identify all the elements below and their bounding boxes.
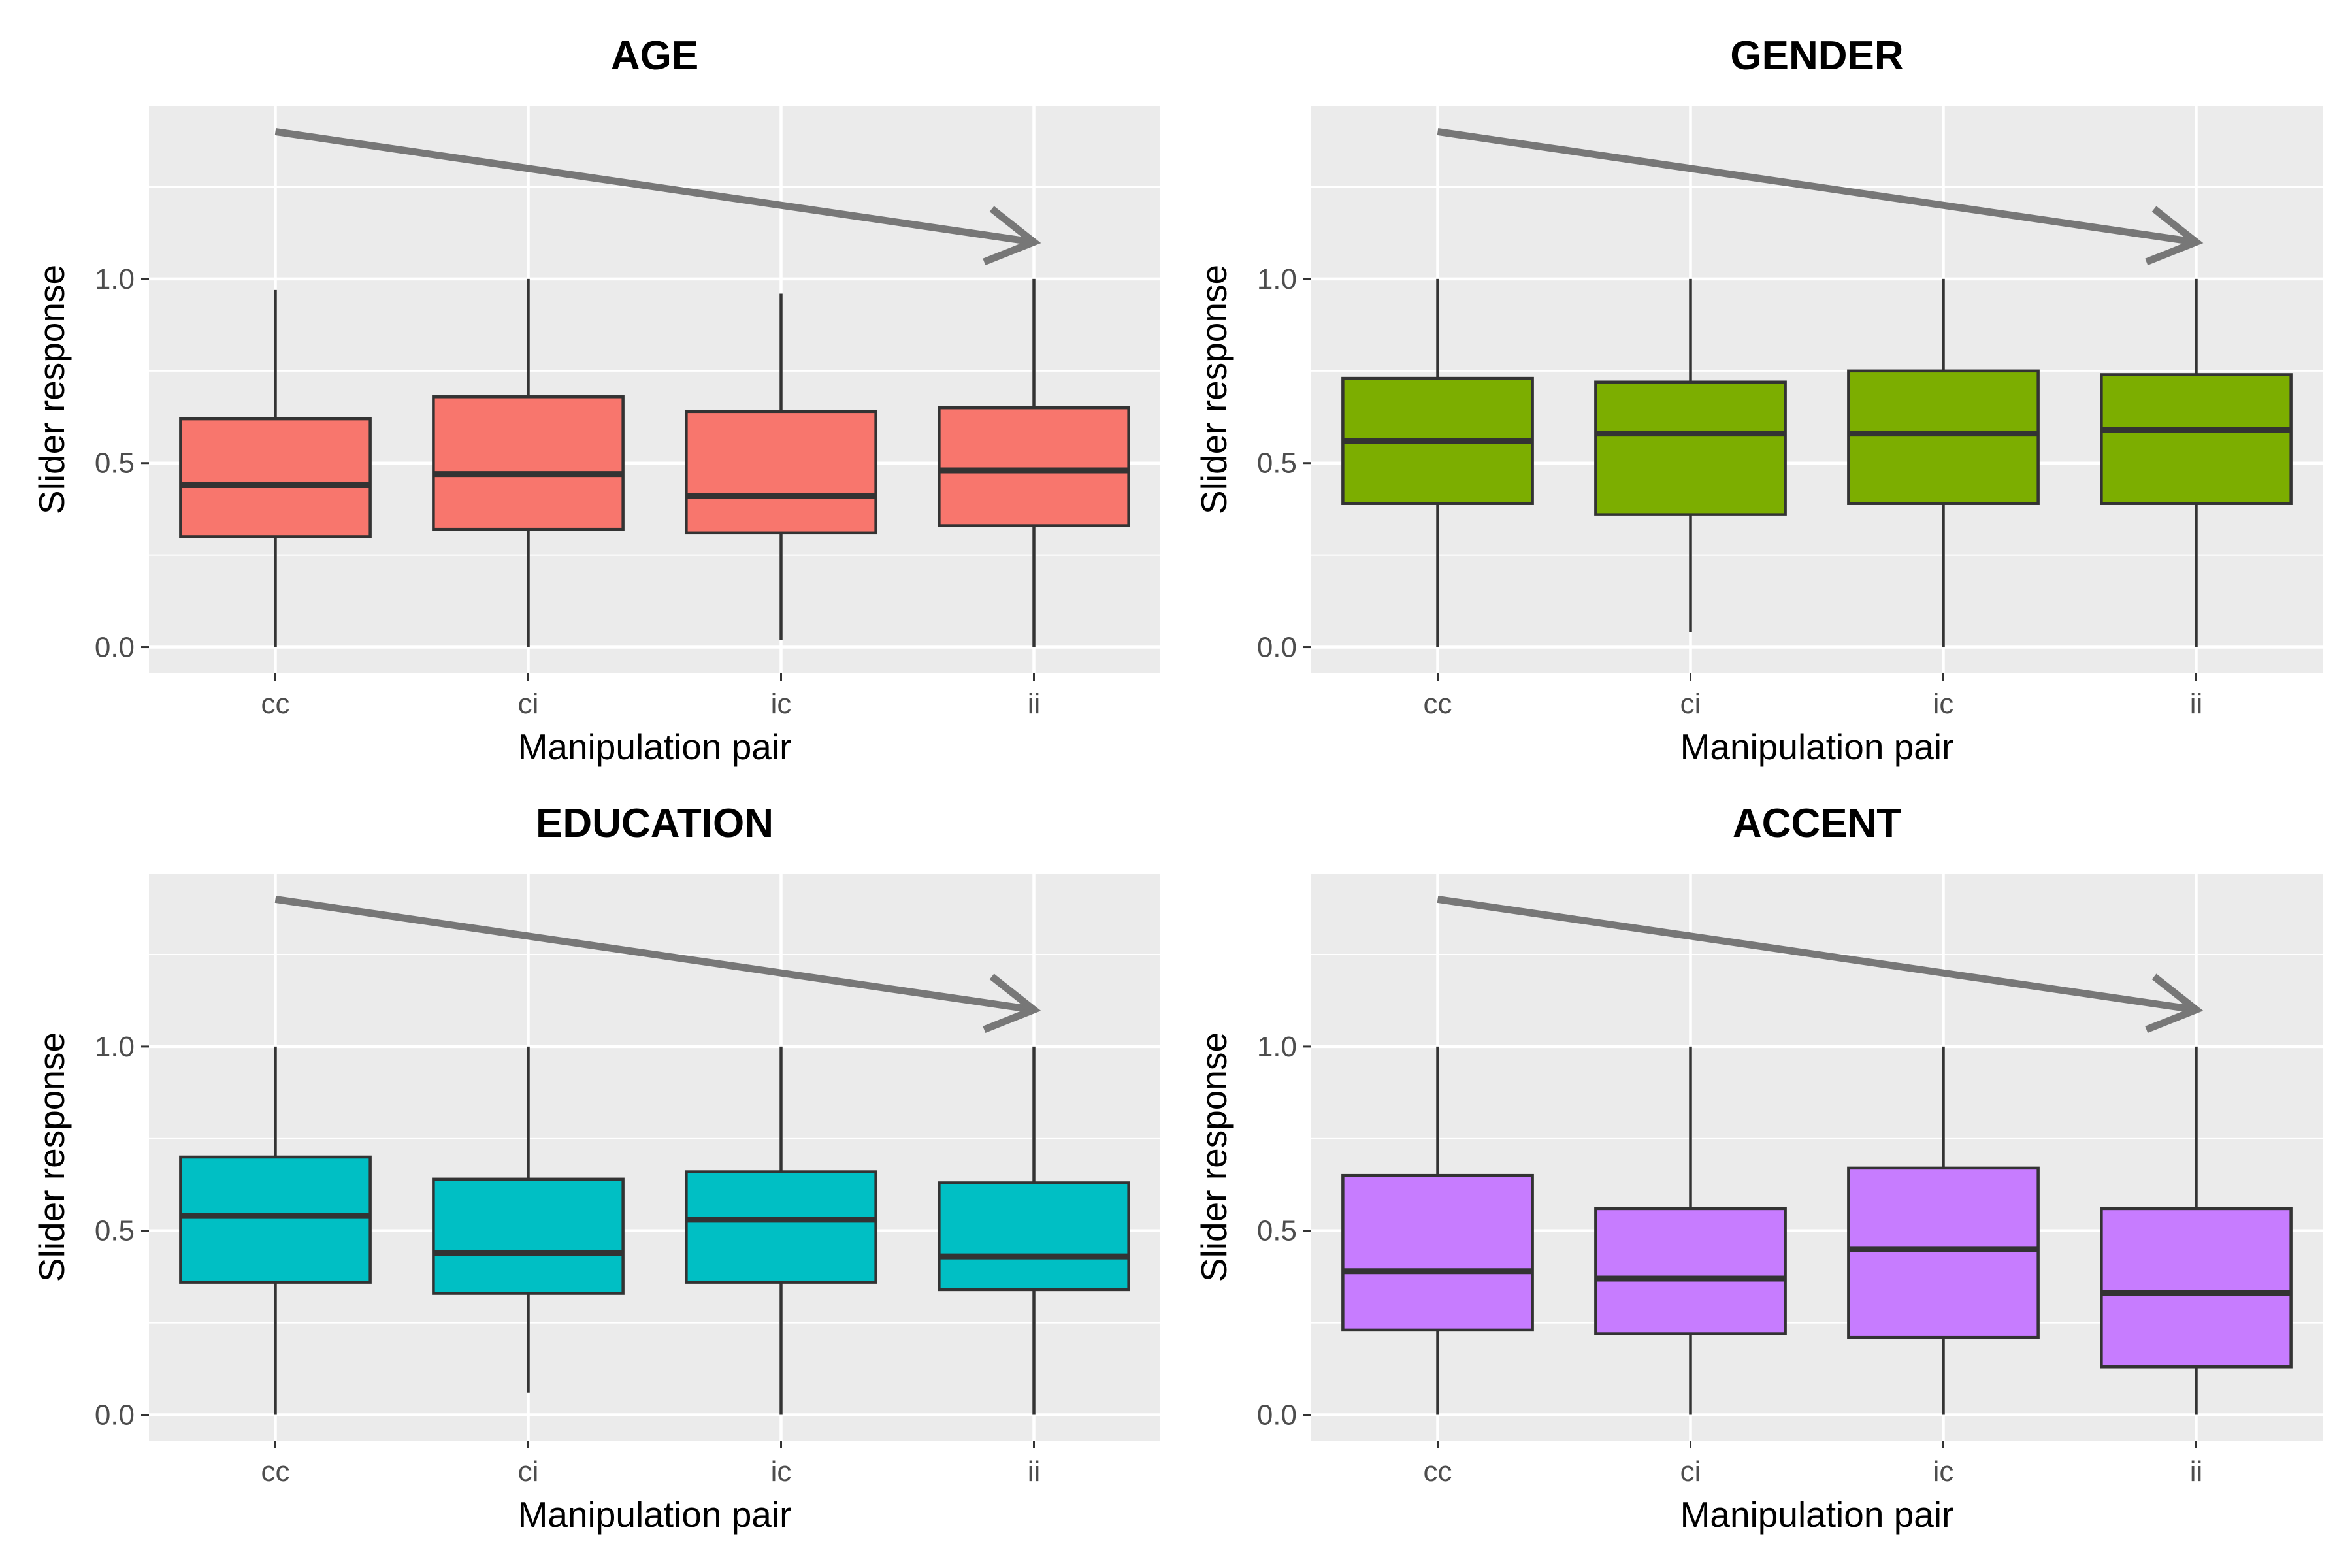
y-tick-label: 0.0 (1257, 632, 1297, 664)
box-ic (685, 1046, 877, 1415)
y-tick-label: 0.5 (95, 448, 135, 480)
box-body (432, 1177, 625, 1295)
y-tick-label: 0.0 (95, 632, 135, 664)
x-tick-label-cc: cc (1424, 1456, 1452, 1488)
box-body (1847, 1166, 2040, 1339)
box-body (1594, 1207, 1787, 1335)
box-cc (179, 1046, 372, 1415)
x-axis-title: Manipulation pair (518, 727, 792, 767)
x-tick-label-ic: ic (771, 688, 792, 720)
box-body (1594, 380, 1787, 516)
trend-arrow (1437, 896, 2204, 1033)
y-tick-label: 0.5 (1257, 1215, 1297, 1247)
x-tick-label-ii: ii (1028, 1456, 1041, 1488)
y-tick-label: 1.0 (95, 1031, 135, 1063)
x-axis-title: Manipulation pair (1680, 727, 1954, 767)
trend-arrow (1437, 128, 2204, 265)
y-axis-title: Slider response (1194, 265, 1234, 514)
box-cc (179, 289, 372, 647)
y-tick-label: 0.5 (1257, 448, 1297, 480)
panel-gender: 0.0 0.5 1.0 cc ci ic ii GENDER Manipulation pair… (1194, 33, 2323, 767)
box-body (685, 1170, 877, 1284)
panel-title: GENDER (1730, 33, 1903, 78)
panel-title: AGE (611, 33, 698, 78)
box-cc (1341, 278, 1534, 647)
x-tick-label-cc: cc (261, 688, 290, 720)
box-body (179, 1155, 372, 1284)
panel-title: ACCENT (1733, 801, 1901, 846)
panel-education: 0.0 0.5 1.0 cc ci ic ii EDUCATION Manipulation p… (31, 801, 1160, 1535)
box-ii (938, 278, 1130, 647)
x-tick-label-ci: ci (1680, 1456, 1701, 1488)
box-ii (2100, 278, 2293, 647)
box-ci (1594, 1046, 1787, 1415)
y-tick-label: 0.0 (1257, 1399, 1297, 1431)
arrow-head (983, 973, 1041, 1033)
box-ci (432, 278, 625, 647)
box-ii (2100, 1046, 2293, 1415)
box-ci (432, 1046, 625, 1393)
x-axis-title: Manipulation pair (1680, 1494, 1954, 1535)
box-body (1847, 369, 2040, 505)
box-body (2100, 1207, 2293, 1369)
x-tick-label-ii: ii (2190, 688, 2203, 720)
arrow-shaft (1437, 896, 2197, 1013)
box-body (432, 395, 625, 531)
box-body (938, 1181, 1130, 1292)
x-tick-label-ci: ci (1680, 688, 1701, 720)
plot-background (149, 106, 1160, 673)
y-tick-label: 0.5 (95, 1215, 135, 1247)
x-tick-label-ii: ii (2190, 1456, 2203, 1488)
box-body (2100, 373, 2293, 505)
box-body (179, 417, 372, 538)
x-tick-label-ic: ic (771, 1456, 792, 1488)
arrow-head (2145, 973, 2204, 1033)
box-ii (938, 1046, 1130, 1415)
box-body (685, 410, 877, 535)
arrow-shaft (274, 128, 1035, 246)
trend-arrow (274, 896, 1041, 1033)
x-tick-label-ci: ci (518, 688, 539, 720)
y-tick-label: 1.0 (1257, 1031, 1297, 1063)
x-tick-label-ic: ic (1933, 688, 1954, 720)
arrow-head (2145, 206, 2204, 265)
y-tick-label: 1.0 (1257, 263, 1297, 295)
arrow-shaft (274, 896, 1035, 1013)
panel-accent: 0.0 0.5 1.0 cc ci ic ii ACCENT Manipulation pair… (1194, 801, 2323, 1535)
x-tick-label-ii: ii (1028, 688, 1041, 720)
arrow-shaft (1437, 128, 2197, 246)
box-ic (685, 293, 877, 640)
x-tick-label-ci: ci (518, 1456, 539, 1488)
box-ic (1847, 1046, 2040, 1415)
y-axis-title: Slider response (31, 265, 72, 514)
box-body (938, 406, 1130, 527)
box-ci (1594, 278, 1787, 632)
y-axis-title: Slider response (31, 1032, 72, 1282)
y-tick-label: 1.0 (95, 263, 135, 295)
panel-title: EDUCATION (536, 801, 774, 846)
x-tick-label-cc: cc (1424, 688, 1452, 720)
x-axis-title: Manipulation pair (518, 1494, 792, 1535)
box-cc (1341, 1046, 1534, 1415)
box-body (1341, 1173, 1534, 1332)
x-tick-label-cc: cc (261, 1456, 290, 1488)
arrow-head (983, 206, 1041, 265)
panel-age: 0.0 0.5 1.0 cc ci ic ii AGE Manipulation pair Sli… (31, 33, 1160, 767)
y-tick-label: 0.0 (95, 1399, 135, 1431)
box-ic (1847, 278, 2040, 647)
trend-arrow (274, 128, 1041, 265)
x-tick-label-ic: ic (1933, 1456, 1954, 1488)
y-axis-title: Slider response (1194, 1032, 1234, 1282)
